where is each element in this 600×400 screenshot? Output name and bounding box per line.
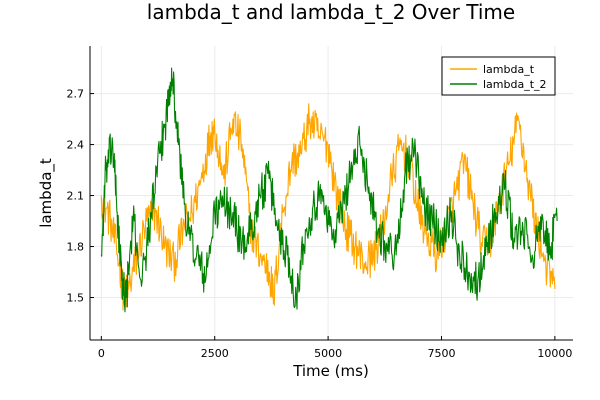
x-tick-label: 10000 bbox=[537, 347, 572, 360]
chart-title: lambda_t and lambda_t_2 Over Time bbox=[147, 0, 515, 24]
axes bbox=[89, 46, 573, 341]
series-line-lambda-t bbox=[100, 103, 556, 311]
legend-box bbox=[441, 56, 556, 96]
y-tick-label: 2.1 bbox=[67, 190, 85, 203]
y-axis-title: lambda_t bbox=[37, 158, 56, 228]
x-tick-label: 5000 bbox=[314, 347, 342, 360]
plot-area bbox=[100, 67, 558, 313]
y-tick-label: 1.8 bbox=[67, 241, 85, 254]
series-line-lambda-t-2 bbox=[100, 67, 558, 313]
legend: lambda_t lambda_t_2 bbox=[441, 56, 556, 96]
y-tick-label: 1.5 bbox=[67, 292, 85, 305]
x-tick-label: 0 bbox=[98, 347, 105, 360]
y-tick-label: 2.4 bbox=[67, 139, 85, 152]
y-tick-label: 2.7 bbox=[67, 88, 85, 101]
x-tick-label: 7500 bbox=[427, 347, 455, 360]
x-tick-label: 2500 bbox=[201, 347, 229, 360]
legend-label-lambda-t-2: lambda_t_2 bbox=[483, 78, 547, 91]
legend-label-lambda-t: lambda_t bbox=[483, 63, 535, 76]
ticks: 0 2500 5000 7500 10000 1.5 1.8 2.1 2.4 2.7 bbox=[67, 88, 573, 360]
x-axis-title: Time (ms) bbox=[292, 362, 369, 380]
